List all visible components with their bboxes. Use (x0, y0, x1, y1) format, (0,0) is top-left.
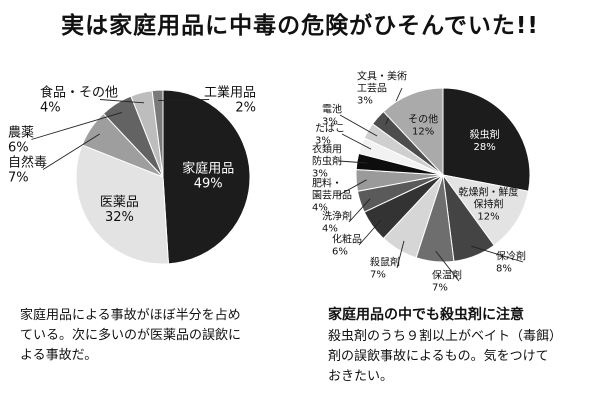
leader-line (348, 198, 371, 223)
right-description-line: 殺虫剤のうち９割以上がベイト（毒餌） (328, 329, 563, 344)
pie-slice (382, 87, 444, 177)
leader-line (338, 160, 368, 164)
slice-label: 保冷剤 (496, 250, 526, 263)
pie-slice (441, 174, 530, 247)
slice-value-label: 32% (105, 210, 134, 225)
slice-label: たばこ (315, 123, 345, 135)
slice-value-label: 7% (370, 270, 386, 281)
leader-line (338, 179, 367, 196)
slice-value-label: 4% (312, 203, 328, 214)
right-heading: 家庭用品の中でも殺虫剤に注意 (328, 307, 524, 323)
slice-value-label: 7% (8, 171, 29, 186)
slice-label: 農薬 (8, 126, 34, 141)
leader-line (435, 250, 460, 282)
slice-label: 文具・美術 (357, 70, 407, 83)
slice-label: 工芸品 (357, 82, 387, 95)
slice-label: 殺虫剤 (470, 128, 500, 141)
slice-label: 肥料・ (312, 177, 342, 190)
slice-label: 衣類用 (312, 143, 342, 156)
slice-value-label: 3% (315, 136, 331, 147)
slice-label: 乾燥剤・鮮度 (459, 185, 519, 198)
leader-line (471, 245, 524, 263)
right-description-line: おきたい。 (328, 369, 394, 384)
leader-line (396, 240, 405, 269)
slice-value-label: 6% (332, 247, 348, 258)
slice-label: その他 (408, 112, 438, 125)
page-title: 実は家庭用品に中毒の危険がひそんでいた!! (61, 13, 539, 39)
pie-slice (162, 89, 251, 265)
left-description-line: よる事故だ。 (20, 348, 98, 363)
right-description-line: 剤の誤飲事故によるもの。気をつけて (328, 349, 549, 364)
slice-label: 医薬品 (100, 195, 139, 210)
slice-value-label: 4% (322, 224, 338, 235)
slice-label: 食品・その他 (40, 85, 118, 101)
slice-label: 洗浄剤 (322, 210, 352, 223)
pie-slice (75, 144, 169, 265)
slice-label: 保持剤 (474, 197, 504, 210)
slice-value-label: 2% (235, 101, 256, 116)
slice-value-label: 7% (432, 283, 448, 294)
leader-line (99, 99, 145, 104)
slice-value-label: 3% (312, 169, 328, 180)
slice-value-label: 3% (322, 117, 338, 128)
slice-label: 園芸用品 (312, 189, 352, 202)
slice-label: 保温剤 (432, 269, 462, 282)
leader-line (358, 219, 382, 246)
slice-label: 防虫剤 (312, 155, 342, 168)
leader-line (42, 133, 100, 170)
left-description-line: 家庭用品による事故がほぼ半分を占め (20, 308, 241, 323)
slice-label: 化粧品 (332, 233, 362, 246)
slice-label: 殺鼠剤 (370, 256, 400, 269)
pie-slice (442, 87, 531, 192)
slice-value-label: 12% (477, 211, 499, 222)
slice-value-label: 12% (412, 126, 434, 137)
right-description: 殺虫剤のうち９割以上がベイト（毒餌） 剤の誤飲事故によるもの。気をつけて おきた… (328, 327, 562, 387)
leader-line (341, 133, 372, 150)
left-description: 家庭用品による事故がほぼ半分を占め ている。次に多いのが医薬品の誤飲に よる事故… (20, 306, 241, 366)
slice-value-label: 3% (357, 96, 373, 107)
leader-line (339, 114, 378, 137)
leader-line (158, 99, 210, 102)
slice-value-label: 8% (496, 264, 512, 275)
pie-slice (151, 89, 164, 178)
slice-value-label: 28% (473, 142, 495, 153)
slice-value-label: 6% (8, 141, 29, 156)
left-description-line: ている。次に多いのが医薬品の誤飲に (20, 328, 242, 343)
pie-chart-household-items: 殺虫剤28%乾燥剤・鮮度保持剤12%保冷剤8%保温剤7%殺鼠剤7%化粧品6%洗浄… (312, 70, 531, 294)
slice-label: 家庭用品 (182, 161, 234, 177)
leader-line (31, 111, 123, 140)
slice-label: 工業用品 (204, 85, 256, 101)
slice-value-label: 49% (194, 177, 223, 192)
slice-value-label: 4% (40, 101, 61, 116)
slice-label: 自然毒 (8, 155, 47, 171)
slice-label: 電池 (322, 103, 342, 116)
